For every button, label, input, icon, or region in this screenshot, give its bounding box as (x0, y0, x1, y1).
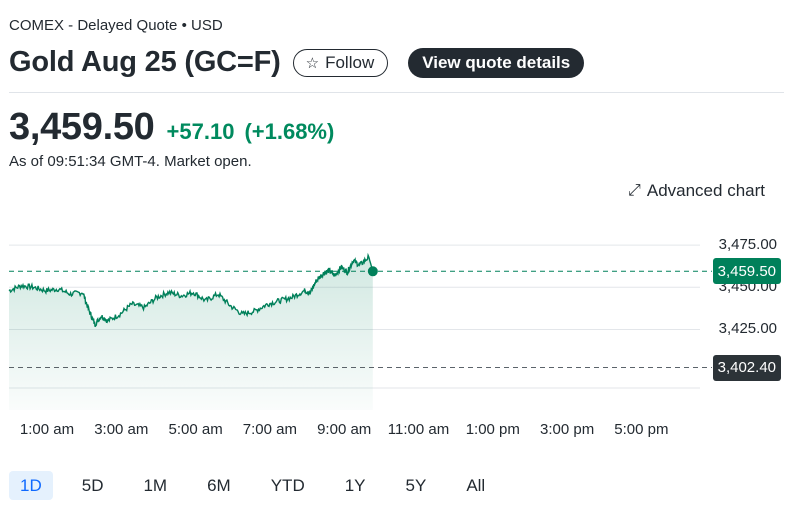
range-button-5y[interactable]: 5Y (405, 475, 427, 495)
range-button-5d[interactable]: 5D (81, 475, 104, 495)
header-divider (9, 92, 784, 93)
follow-button[interactable]: ☆ Follow (292, 48, 389, 77)
expand-icon: ⤢ (628, 182, 641, 199)
current-price-marker (367, 266, 378, 277)
advanced-chart-label: Advanced chart (646, 181, 765, 200)
price-change-percent: (+1.68%) (244, 119, 335, 144)
y-axis-label: 3,425.00 (718, 320, 777, 338)
current-price-tag: 3,459.50 (712, 258, 781, 285)
chart-line (8, 252, 374, 328)
x-axis-label: 1:00 am (19, 421, 75, 438)
x-axis-label: 9:00 am (317, 421, 372, 438)
x-axis-label: 1:00 pm (465, 421, 520, 438)
range-button-1y[interactable]: 1Y (344, 475, 366, 495)
price-change: +57.10 (166, 119, 235, 144)
price-chart[interactable] (0, 210, 787, 415)
y-axis-label: 3,475.00 (718, 236, 777, 254)
range-button-ytd[interactable]: YTD (270, 475, 305, 495)
range-button-1d[interactable]: 1D (9, 471, 53, 500)
price-row: 3,459.50 +57.10 (+1.68%) (9, 106, 334, 149)
range-button-6m[interactable]: 6M (207, 475, 231, 495)
x-axis-label: 11:00 am (387, 421, 450, 438)
x-axis-label: 3:00 pm (539, 421, 595, 438)
x-axis-label: 5:00 am (168, 421, 223, 438)
current-price: 3,459.50 (9, 106, 155, 148)
exchange-info: COMEX - Delayed Quote • USD (9, 17, 223, 34)
view-quote-details-button[interactable]: View quote details (408, 47, 585, 78)
star-icon: ☆ (305, 54, 320, 72)
advanced-chart-link[interactable]: ⤢ Advanced chart (628, 181, 765, 201)
range-selector: 1D 5D 1M 6M YTD 1Y 5Y All (9, 471, 500, 500)
previous-close-tag: 3,402.40 (712, 354, 781, 381)
x-axis-label: 5:00 pm (614, 421, 669, 438)
chart-area (9, 255, 373, 410)
range-button-all[interactable]: All (466, 475, 486, 495)
range-button-1m[interactable]: 1M (143, 475, 168, 495)
x-axis-label: 7:00 am (242, 421, 297, 438)
x-axis-label: 3:00 am (94, 421, 149, 438)
title-row: Gold Aug 25 (GC=F) ☆ Follow View quote d… (9, 46, 585, 79)
follow-label: Follow (325, 52, 375, 72)
page-title: Gold Aug 25 (GC=F) (9, 46, 281, 78)
as-of-timestamp: As of 09:51:34 GMT-4. Market open. (9, 153, 252, 170)
